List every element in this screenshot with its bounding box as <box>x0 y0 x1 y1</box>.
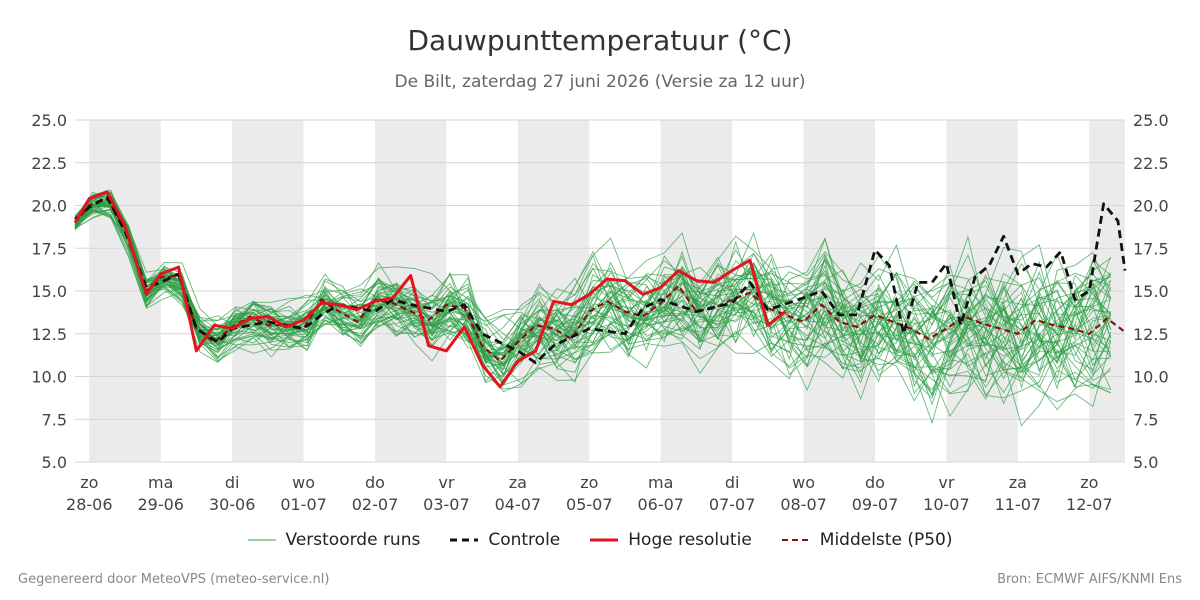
y-tick-label-left: 22.5 <box>31 154 67 173</box>
y-tick-label-right: 17.5 <box>1133 239 1169 258</box>
x-tick-day-label: zo <box>80 473 98 492</box>
x-tick-date-label: 04-07 <box>495 495 542 514</box>
ensemble-run-line <box>74 201 1111 395</box>
x-tick-date-label: 05-07 <box>566 495 613 514</box>
darkred-dashed-line-icon <box>781 539 810 541</box>
legend-label-ensemble: Verstoorde runs <box>285 530 421 550</box>
y-tick-label-right: 12.5 <box>1133 325 1169 344</box>
legend-label-high-res: Hoge resolutie <box>628 530 752 550</box>
y-tick-label-left: 5.0 <box>42 453 67 472</box>
y-tick-label-left: 17.5 <box>31 239 67 258</box>
median-series-line <box>74 197 1126 363</box>
ensemble-run-line <box>74 200 1111 391</box>
x-tick-date-label: 02-07 <box>352 495 399 514</box>
ensemble-run-line <box>74 211 1112 390</box>
x-tick-date-label: 03-07 <box>423 495 470 514</box>
legend-label-median: Middelste (P50) <box>819 530 953 550</box>
x-tick-day-label: di <box>225 473 240 492</box>
x-tick-day-label: wo <box>792 473 815 492</box>
chart-title: Dauwpunttemperatuur (°C) <box>407 24 793 57</box>
x-tick-day-label: do <box>365 473 385 492</box>
legend-item-control[interactable]: Controle <box>450 530 560 550</box>
x-tick-date-label: 06-07 <box>637 495 684 514</box>
x-tick-date-label: 07-07 <box>709 495 756 514</box>
y-axis-left: 5.0 7.5 10.0 12.5 15.0 17.5 20.0 22.5 25.0 <box>31 111 67 472</box>
x-tick-date-label: 12-07 <box>1066 495 1113 514</box>
legend-item-median[interactable]: Middelste (P50) <box>781 530 953 550</box>
legend-label-control: Controle <box>488 530 561 550</box>
x-tick-day-label: do <box>865 473 885 492</box>
y-tick-label-left: 25.0 <box>31 111 67 130</box>
x-tick-date-label: 29-06 <box>137 495 184 514</box>
x-tick-date-label: 28-06 <box>66 495 113 514</box>
x-tick-date-label: 30-06 <box>209 495 256 514</box>
x-tick-date-label: 09-07 <box>852 495 899 514</box>
red-line-icon <box>590 538 619 542</box>
x-tick-day-label: ma <box>148 473 173 492</box>
y-tick-label-right: 20.0 <box>1133 197 1169 216</box>
ensemble-run-line <box>74 198 1112 418</box>
x-tick-date-label: 01-07 <box>280 495 327 514</box>
y-tick-label-right: 10.0 <box>1133 368 1169 387</box>
y-tick-label-right: 7.5 <box>1133 410 1158 429</box>
x-axis: zo 28-06 ma 29-06 di 30-06 wo 01-07 do 02-07 vr 03-… <box>66 473 1113 514</box>
ensemble-run-line <box>74 200 1112 365</box>
y-tick-label-left: 15.0 <box>31 282 67 301</box>
ensemble-run-line <box>74 195 1111 377</box>
y-tick-label-left: 7.5 <box>42 410 67 429</box>
y-tick-label-right: 5.0 <box>1133 453 1158 472</box>
x-tick-date-label: 08-07 <box>780 495 827 514</box>
ensemble-run-line <box>74 204 1112 384</box>
ensemble-run-line <box>74 202 1111 389</box>
ensemble-run-line <box>74 196 1112 425</box>
x-tick-day-label: vr <box>438 473 454 492</box>
ensemble-run-line <box>74 208 1112 406</box>
legend: Verstoorde runs Controle Hoge resolutie … <box>0 530 1200 550</box>
x-tick-day-label: wo <box>292 473 315 492</box>
y-tick-label-left: 10.0 <box>31 368 67 387</box>
x-tick-day-label: za <box>1009 473 1027 492</box>
x-tick-day-label: zo <box>1080 473 1098 492</box>
x-tick-date-label: 10-07 <box>923 495 970 514</box>
legend-item-ensemble[interactable]: Verstoorde runs <box>247 530 421 550</box>
x-tick-day-label: zo <box>580 473 598 492</box>
y-tick-label-left: 20.0 <box>31 197 67 216</box>
y-tick-label-right: 15.0 <box>1133 282 1169 301</box>
y-axis-right: 5.0 7.5 10.0 12.5 15.0 17.5 20.0 22.5 25.0 <box>1133 111 1169 472</box>
high-res-series-line <box>73 190 787 389</box>
x-tick-day-label: di <box>725 473 740 492</box>
series-lines <box>73 190 1127 389</box>
x-tick-date-label: 11-07 <box>995 495 1042 514</box>
y-tick-label-left: 12.5 <box>31 325 67 344</box>
black-dashed-line-icon <box>450 538 479 542</box>
ensemble-run-line <box>74 205 1111 395</box>
footer-generator: Gegenereerd door MeteoVPS (meteo-service… <box>18 572 330 587</box>
chart-subtitle: De Bilt, zaterdag 27 juni 2026 (Versie z… <box>394 72 806 92</box>
x-tick-day-label: ma <box>648 473 673 492</box>
y-tick-label-right: 25.0 <box>1133 111 1169 130</box>
x-tick-day-label: za <box>509 473 527 492</box>
y-tick-label-right: 22.5 <box>1133 154 1169 173</box>
x-tick-day-label: vr <box>938 473 954 492</box>
ensemble-run-line <box>74 204 1111 389</box>
footer-source: Bron: ECMWF AIFS/KNMI Ens <box>997 572 1182 587</box>
legend-item-high-res[interactable]: Hoge resolutie <box>590 530 752 550</box>
thin-green-line-icon <box>247 539 276 541</box>
